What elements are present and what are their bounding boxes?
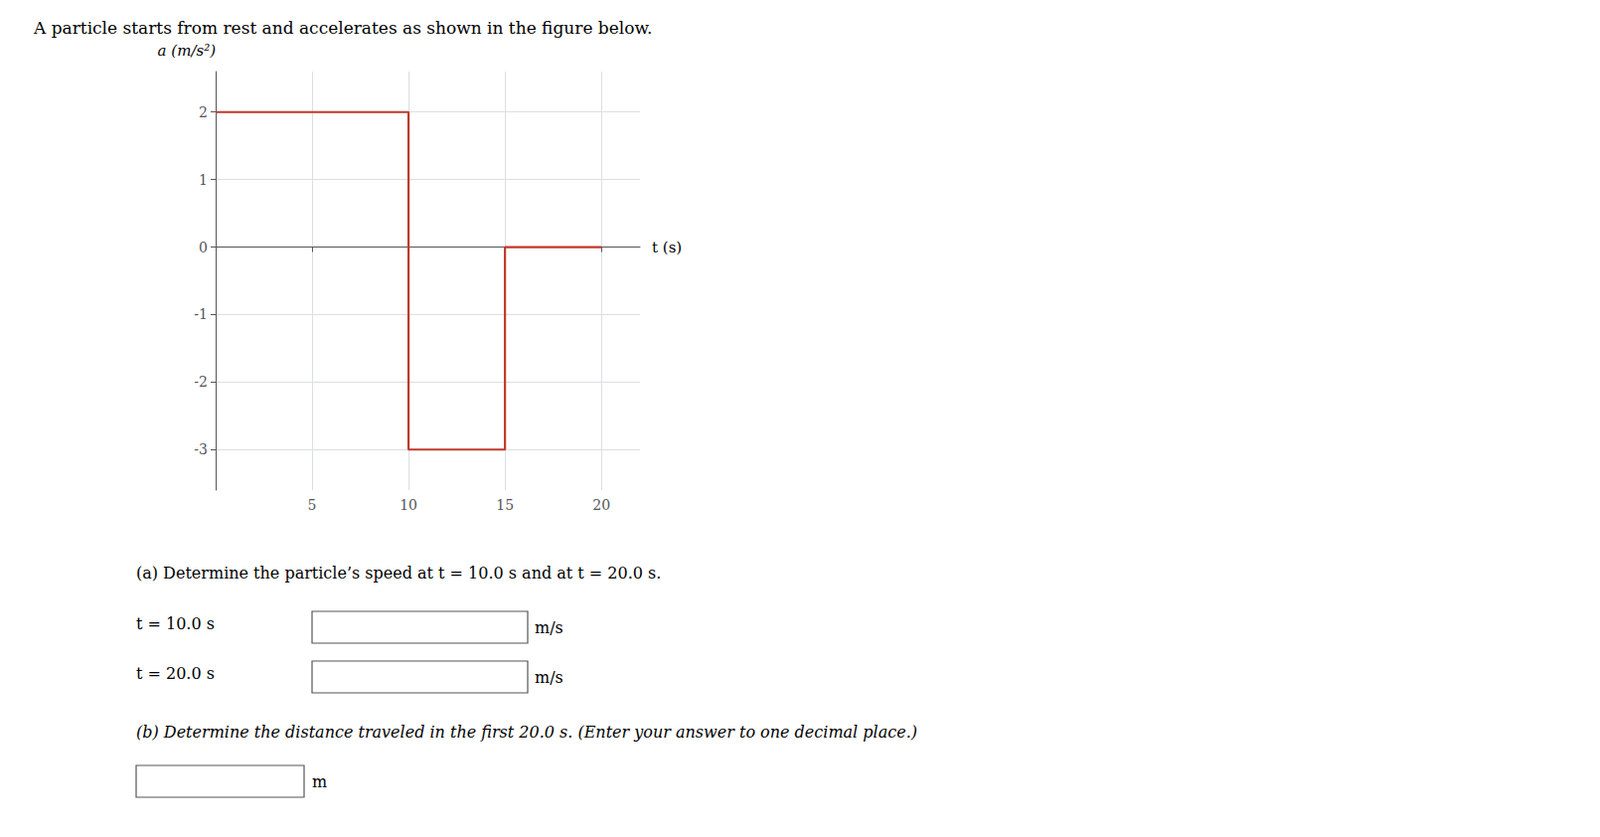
svg-text:m/s: m/s (534, 667, 564, 687)
svg-text:(a) Determine the particle’s s: (a) Determine the particle’s speed at t … (136, 563, 661, 583)
svg-text:t = 20.0 s: t = 20.0 s (136, 663, 215, 683)
svg-text:2: 2 (198, 104, 208, 121)
svg-text:t (s): t (s) (651, 238, 682, 257)
svg-text:-2: -2 (193, 373, 208, 390)
svg-text:m: m (312, 772, 327, 792)
svg-text:a (m/s²): a (m/s²) (158, 41, 217, 60)
svg-text:5: 5 (308, 496, 318, 513)
svg-text:0: 0 (198, 239, 208, 256)
svg-text:t = 10.0 s: t = 10.0 s (136, 614, 215, 634)
svg-text:A particle starts from rest an: A particle starts from rest and accelera… (32, 17, 652, 38)
svg-text:10: 10 (399, 496, 418, 513)
svg-text:15: 15 (495, 496, 514, 513)
svg-text:m/s: m/s (534, 618, 564, 638)
svg-text:20: 20 (592, 496, 611, 513)
svg-text:1: 1 (198, 171, 208, 188)
svg-text:-3: -3 (193, 441, 208, 458)
svg-text:-1: -1 (193, 306, 208, 322)
svg-text:(b) Determine the distance tra: (b) Determine the distance traveled in t… (136, 722, 918, 742)
